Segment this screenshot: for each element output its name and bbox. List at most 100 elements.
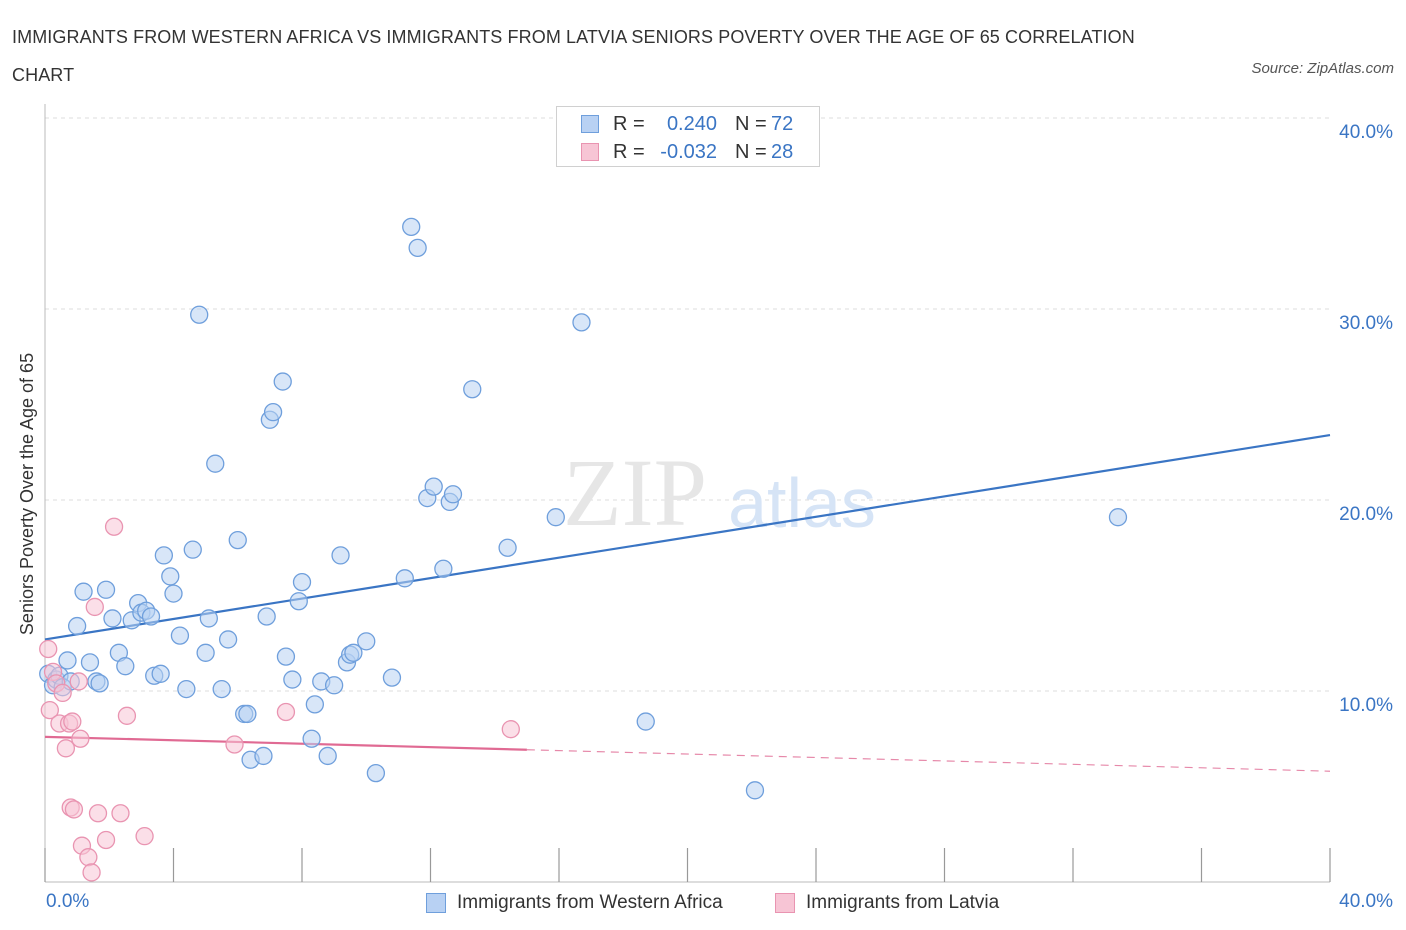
- point-western-africa: [103, 609, 122, 628]
- point-western-africa: [382, 668, 402, 687]
- legend-n-label: N =: [735, 113, 767, 135]
- point-latvia: [135, 827, 154, 846]
- point-western-africa: [196, 643, 215, 662]
- point-western-africa: [170, 626, 190, 645]
- point-western-africa: [292, 572, 312, 592]
- point-western-africa: [408, 238, 427, 258]
- point-latvia: [88, 804, 108, 823]
- point-western-africa: [273, 372, 292, 391]
- point-western-africa: [745, 781, 765, 800]
- point-western-africa: [254, 746, 273, 766]
- point-western-africa: [154, 546, 174, 565]
- y-tick-label: 30.0%: [1339, 313, 1393, 334]
- point-western-africa: [324, 676, 344, 695]
- y-tick-label: 10.0%: [1339, 695, 1393, 716]
- point-latvia: [82, 863, 101, 882]
- legend-r-value: 0.240: [666, 113, 717, 135]
- point-latvia: [64, 800, 84, 819]
- point-western-africa: [116, 657, 135, 676]
- point-western-africa: [305, 695, 325, 714]
- legend-swatch-blue: [581, 115, 599, 133]
- point-latvia: [276, 702, 296, 722]
- watermark-zip: ZIP: [563, 439, 707, 546]
- point-western-africa: [58, 651, 77, 670]
- point-western-africa: [151, 664, 170, 683]
- trend-line-latvia-extension: [526, 749, 1331, 772]
- trend-line-latvia: [44, 735, 527, 751]
- point-western-africa: [218, 630, 238, 649]
- point-western-africa: [636, 712, 655, 731]
- point-latvia: [40, 700, 59, 720]
- point-western-africa: [199, 609, 218, 628]
- legend-label-latvia: Immigrants from Latvia: [806, 892, 1000, 913]
- point-western-africa: [289, 592, 308, 611]
- axes: [44, 104, 1331, 883]
- legend-swatch-pink: [581, 143, 599, 161]
- trend-lines: [44, 433, 1331, 772]
- point-latvia: [69, 672, 88, 691]
- legend-n-label: N =: [735, 141, 767, 163]
- point-western-africa: [498, 538, 517, 557]
- point-western-africa: [302, 729, 321, 748]
- point-western-africa: [263, 402, 283, 422]
- point-western-africa: [164, 584, 183, 603]
- point-western-africa: [74, 582, 93, 601]
- point-western-africa: [67, 616, 87, 636]
- point-latvia: [111, 804, 130, 823]
- point-western-africa: [546, 508, 565, 527]
- point-western-africa: [90, 674, 109, 693]
- legend-row-western-africa: R = 0.240 N = 72: [557, 110, 819, 138]
- point-western-africa: [357, 632, 376, 651]
- point-latvia: [501, 720, 520, 739]
- point-latvia: [96, 830, 116, 850]
- point-western-africa: [276, 647, 296, 666]
- legend-row-latvia: R = -0.032 N = 28: [557, 138, 819, 166]
- trend-line-western-africa: [44, 433, 1331, 641]
- legend-label-western-africa: Immigrants from Western Africa: [457, 892, 723, 913]
- point-latvia: [56, 739, 76, 758]
- point-western-africa: [283, 670, 302, 689]
- point-latvia: [39, 639, 58, 659]
- legend-n-value: 28: [771, 141, 794, 163]
- x-tick-label: 40.0%: [1339, 891, 1393, 912]
- data-points: [39, 217, 1128, 882]
- series-legend: Immigrants from Western Africa Immigrant…: [0, 888, 1406, 918]
- point-western-africa: [395, 569, 414, 588]
- point-western-africa: [402, 217, 421, 237]
- point-western-africa: [206, 454, 225, 473]
- tick-labels: 10.0% 20.0% 30.0% 40.0% 0.0% 40.0%: [46, 122, 1393, 912]
- watermark-atlas: atlas: [728, 464, 876, 542]
- point-latvia: [53, 683, 72, 703]
- point-western-africa: [424, 477, 443, 496]
- legend-r-label: R =: [613, 141, 645, 163]
- legend-r-value: -0.032: [660, 141, 717, 163]
- point-western-africa: [1108, 508, 1128, 527]
- x-tick-label: 0.0%: [46, 891, 89, 912]
- point-western-africa: [183, 540, 202, 559]
- point-western-africa: [212, 679, 231, 699]
- legend-r-label: R =: [613, 113, 645, 135]
- point-western-africa: [238, 704, 257, 724]
- point-western-africa: [96, 580, 116, 599]
- point-western-africa: [318, 746, 337, 766]
- correlation-legend: R = 0.240 N = 72 R = -0.032 N = 28: [556, 106, 820, 167]
- legend-n-value: 72: [771, 113, 794, 135]
- point-western-africa: [366, 763, 386, 783]
- watermark: ZIP atlas: [563, 439, 876, 546]
- point-latvia: [85, 597, 104, 617]
- grid-lines: [45, 117, 1330, 692]
- point-latvia: [117, 706, 137, 725]
- point-latvia: [225, 735, 244, 754]
- y-tick-label: 40.0%: [1339, 122, 1393, 143]
- point-western-africa: [228, 530, 247, 550]
- y-tick-label: 20.0%: [1339, 504, 1393, 525]
- point-western-africa: [190, 305, 209, 324]
- point-western-africa: [257, 607, 276, 626]
- y-axis-label: Seniors Poverty Over the Age of 65: [17, 353, 37, 635]
- chart-title: IMMIGRANTS FROM WESTERN AFRICA VS IMMIGR…: [12, 27, 1135, 85]
- point-western-africa: [434, 559, 453, 578]
- point-western-africa: [331, 546, 350, 565]
- legend-swatch-blue: [426, 893, 446, 913]
- point-western-africa: [177, 679, 196, 699]
- point-western-africa: [141, 607, 161, 626]
